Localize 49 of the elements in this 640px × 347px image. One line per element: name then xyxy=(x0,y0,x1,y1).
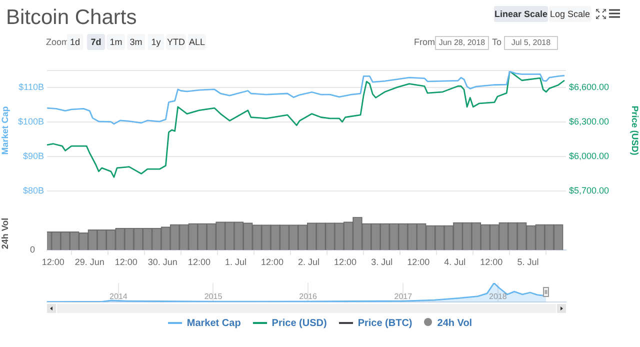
x-tick-label: 1. Jul xyxy=(224,256,246,267)
text: 1m xyxy=(107,34,125,50)
x-tick-label: 5. Jul xyxy=(517,256,539,267)
y2-tick-label: $6,300.00 xyxy=(569,116,610,126)
text: From xyxy=(414,36,435,49)
x-tick-label: 2. Jul xyxy=(298,256,320,267)
text: 3m xyxy=(127,34,145,50)
x-tick-label: 12:00 xyxy=(188,256,210,267)
text: ALL xyxy=(188,34,206,50)
legend-label: Price (BTC) xyxy=(358,318,412,329)
legend-label: 24h Vol xyxy=(437,318,472,329)
text: 1d xyxy=(70,37,80,47)
x-tick-label: 2018 xyxy=(489,292,508,302)
x-tick-label: 4. Jul xyxy=(444,256,466,267)
y-tick-label: $90B xyxy=(22,150,44,161)
x-tick-label: 2015 xyxy=(204,292,223,302)
y-tick-label: $100B xyxy=(18,116,44,126)
text: 1y xyxy=(148,34,164,50)
x-tick-label: 12:00 xyxy=(114,256,138,267)
x-tick-label: 30. Jun xyxy=(148,256,178,267)
legend-label: Market Cap xyxy=(186,318,241,329)
y-tick-label: $80B xyxy=(22,185,44,196)
x-tick-label: 12:00 xyxy=(260,256,284,267)
y2-tick-label: $6,000.00 xyxy=(569,150,610,161)
y-tick-label: $110B xyxy=(18,82,44,92)
text: Linear Scale xyxy=(494,6,548,22)
x-tick-label: 3. Jul xyxy=(371,256,393,267)
text: 7d xyxy=(87,34,105,50)
x-tick-label: 12:00 xyxy=(480,256,503,267)
chart-title: Bitcoin Charts xyxy=(6,6,137,30)
text: Jul 5, 2018 xyxy=(504,36,558,50)
text: 0 xyxy=(30,244,35,254)
y2-tick-label: $5,700.00 xyxy=(569,185,610,196)
x-tick-label: 2014 xyxy=(110,292,128,302)
x-tick-label: 12:00 xyxy=(334,256,357,267)
x-tick-label: 12:00 xyxy=(42,256,64,267)
y-axis-title: Market Cap xyxy=(0,106,10,155)
x-tick-label: 2016 xyxy=(299,292,318,302)
text: YTD xyxy=(166,34,186,50)
y-axis-title: 24h Vol xyxy=(0,218,10,250)
x-tick-label: 2017 xyxy=(394,292,413,302)
text: Log Scale xyxy=(549,6,591,22)
x-tick-label: 12:00 xyxy=(407,256,430,267)
x-tick-label: 29. Jun xyxy=(74,256,104,267)
y2-axis-title: Price (USD) xyxy=(630,106,640,156)
legend-label: Price (USD) xyxy=(272,318,327,329)
y2-tick-label: $6,600.00 xyxy=(569,82,610,92)
text: To xyxy=(492,36,502,49)
text: Jun 28, 2018 xyxy=(435,36,489,50)
